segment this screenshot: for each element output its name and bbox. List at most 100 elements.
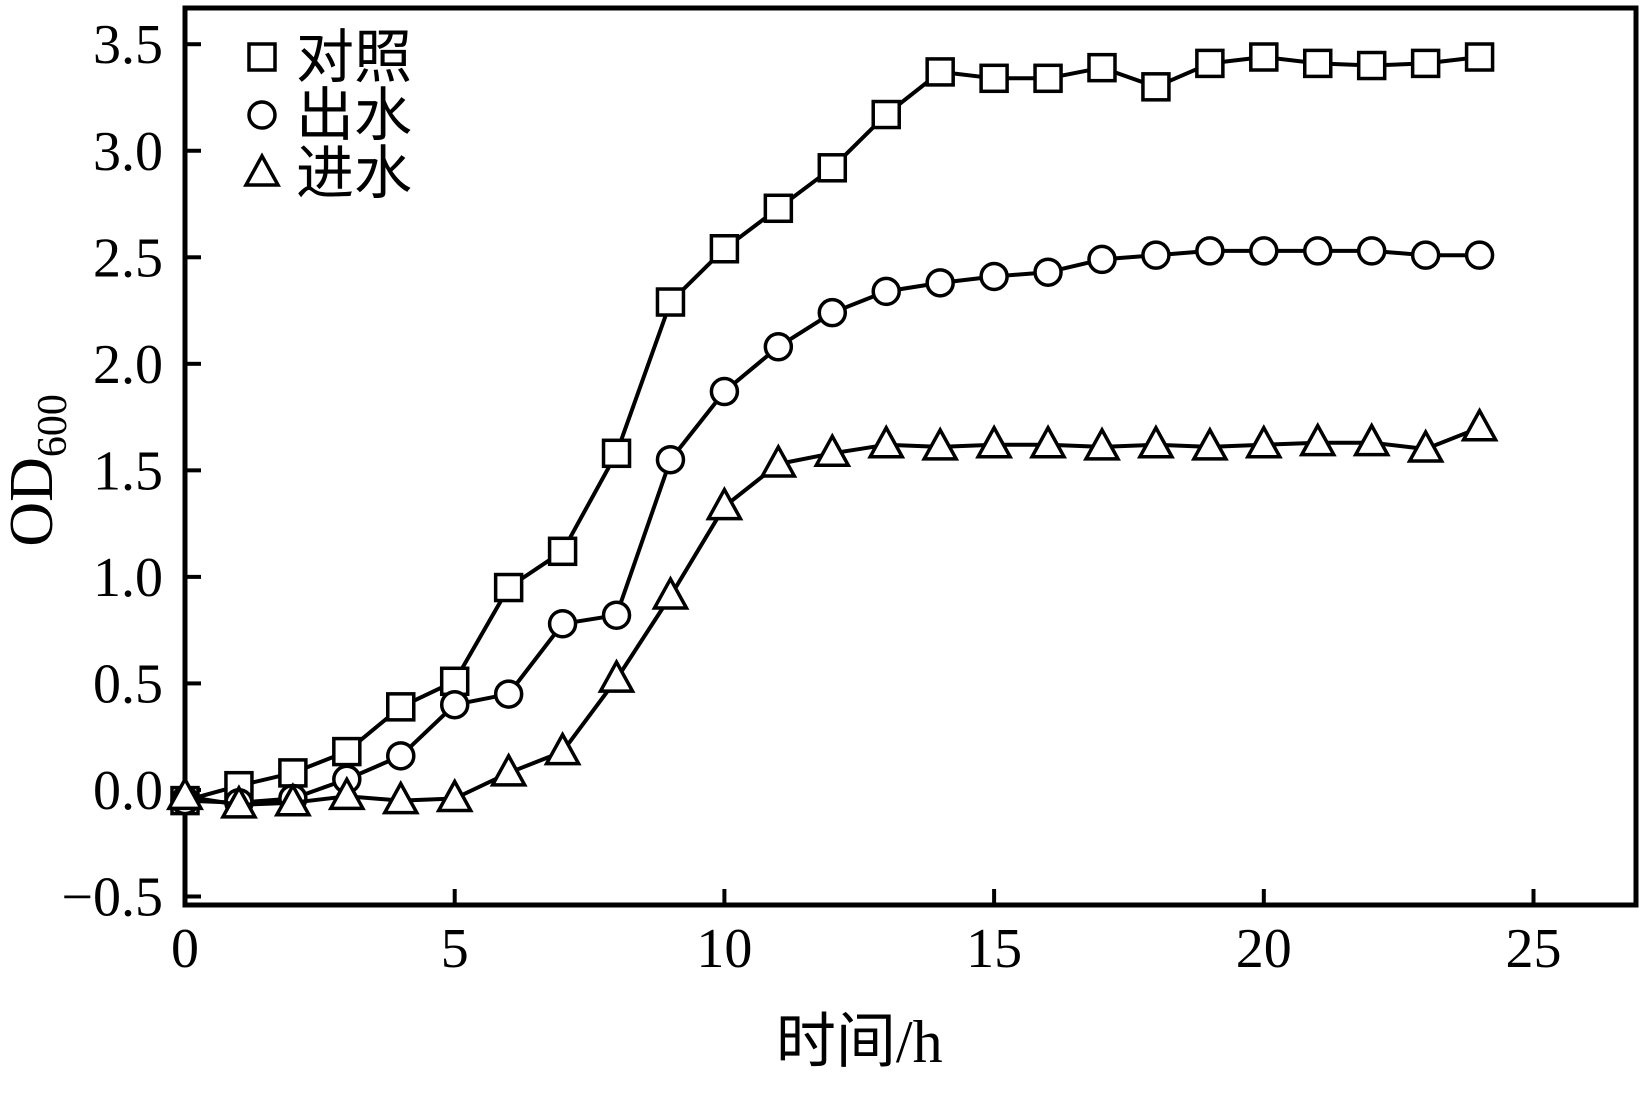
circle-marker (1141, 240, 1171, 270)
y-tick-label: 3.0 (93, 121, 163, 183)
y-tick-label: 2.5 (93, 227, 163, 289)
square-marker (655, 287, 686, 317)
triangle-marker (219, 784, 258, 819)
x-tick-label: 0 (171, 918, 199, 980)
legend-item-1: 对照 (247, 25, 412, 90)
circle-marker (979, 261, 1009, 292)
square-marker (1033, 63, 1063, 94)
triangle-marker (867, 424, 906, 459)
square-marker (817, 153, 848, 183)
circle-marker (925, 268, 955, 298)
series-circle (170, 236, 1495, 818)
y-tick-label: −0.5 (61, 866, 163, 928)
triangle-marker (1244, 424, 1283, 459)
square-marker (547, 536, 578, 567)
circle-marker (709, 376, 740, 407)
square-marker (386, 692, 416, 722)
square-marker (601, 438, 632, 469)
triangle-marker (273, 782, 312, 817)
y-axis-label: OD600 (0, 394, 76, 547)
circle-marker (817, 297, 848, 328)
circle-marker (1410, 240, 1441, 270)
circle-marker (871, 276, 901, 307)
x-tick-label: 15 (966, 918, 1022, 980)
circle-marker (1033, 257, 1063, 287)
triangle-marker (1029, 424, 1068, 459)
triangle-marker (381, 779, 420, 815)
circle-marker (655, 444, 686, 475)
triangle-marker (651, 575, 690, 610)
circle-marker (601, 600, 632, 630)
square-marker (709, 234, 740, 264)
x-tick-label: 20 (1236, 918, 1292, 980)
x-tick-label: 25 (1506, 918, 1562, 980)
triangle-marker (597, 658, 636, 693)
square-marker (278, 758, 308, 788)
square-marker (925, 57, 955, 87)
series-triangle (166, 407, 1499, 819)
triangle-marker (543, 730, 582, 766)
square-marker (871, 99, 901, 130)
triangle-marker (243, 152, 281, 187)
triangle-marker (327, 775, 366, 811)
legend-label: 对照 (296, 25, 412, 90)
square-marker (1303, 48, 1333, 79)
circle-marker (1195, 236, 1225, 266)
y-tick-label: 0.5 (93, 653, 163, 715)
circle-marker (493, 679, 524, 709)
square-marker (1087, 52, 1117, 83)
y-tick-label: 2.0 (93, 334, 163, 396)
square-marker (247, 42, 277, 72)
triangle-marker (1083, 426, 1121, 461)
square-marker (332, 736, 362, 767)
circle-marker (1356, 236, 1387, 266)
circle-marker (763, 332, 794, 362)
triangle-marker (1298, 422, 1337, 457)
y-tick-label: 1.0 (93, 547, 163, 609)
triangle-marker (166, 775, 204, 811)
circle-marker (1249, 236, 1279, 266)
x-tick-label: 10 (696, 918, 752, 980)
circle-marker (1464, 240, 1495, 270)
triangle-marker (921, 426, 960, 461)
plot-frame (182, 5, 1639, 908)
circle-marker (547, 609, 578, 639)
circle-marker (247, 100, 277, 130)
triangle-marker (759, 443, 798, 478)
square-marker (763, 193, 794, 224)
y-tick-label: 0.0 (93, 760, 163, 822)
triangle-marker (1406, 428, 1445, 463)
legend-label: 进水 (296, 141, 412, 206)
x-axis-label: 时间/h (776, 1009, 943, 1075)
triangle-marker (705, 485, 744, 521)
legend-item-3: 进水 (243, 141, 412, 206)
square-marker (979, 63, 1009, 94)
triangle-marker (1352, 422, 1391, 457)
triangle-marker (975, 424, 1014, 459)
y-tick-label: 1.5 (93, 440, 163, 502)
square-marker (1464, 42, 1495, 72)
series-line (184, 425, 1481, 807)
square-marker (493, 572, 524, 603)
triangle-marker (1136, 424, 1175, 459)
triangle-marker (489, 752, 528, 787)
series-line (184, 248, 1480, 805)
x-tick-label: 5 (441, 918, 469, 980)
circle-marker (439, 689, 470, 720)
square-marker (1249, 42, 1279, 72)
square-marker (1141, 72, 1171, 102)
square-marker (1410, 48, 1441, 79)
circle-marker (386, 741, 416, 771)
triangle-marker (1190, 426, 1229, 461)
legend-item-2: 出水 (247, 83, 412, 148)
square-marker (1356, 50, 1387, 81)
circle-marker (1303, 236, 1333, 266)
circle-marker (1087, 244, 1117, 275)
triangle-marker (435, 777, 474, 813)
square-marker (1195, 48, 1225, 79)
legend-label: 出水 (296, 83, 412, 148)
triangle-marker (813, 432, 852, 468)
y-tick-label: 3.5 (93, 14, 163, 76)
